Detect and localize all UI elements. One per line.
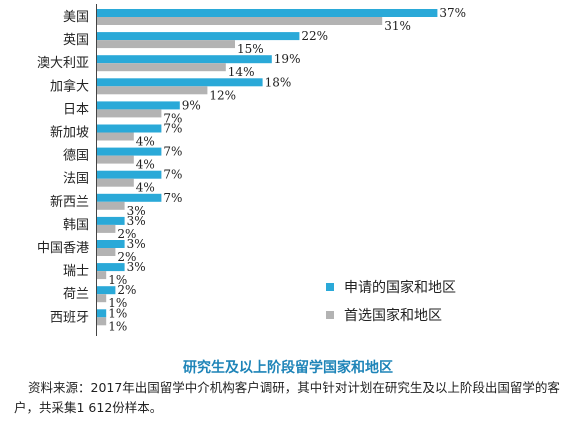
bar-applied [97, 170, 162, 179]
category-label: 法国 [63, 172, 89, 187]
value-label-applied: 3% [127, 260, 146, 274]
value-label-applied: 7% [163, 122, 182, 136]
category-label: 日本 [63, 102, 89, 117]
bar-preferred [97, 40, 235, 49]
value-label-preferred: 1% [108, 319, 127, 333]
value-label-applied: 2% [117, 283, 136, 297]
category-label: 瑞士 [63, 264, 89, 279]
value-label-applied: 37% [439, 6, 466, 20]
legend: 申请的国家和地区 首选国家和地区 [326, 273, 456, 329]
bar-applied [97, 9, 438, 17]
category-label: 荷兰 [63, 287, 89, 302]
value-label-preferred: 2% [117, 250, 136, 264]
legend-swatch-preferred [326, 311, 334, 319]
bar-preferred [97, 132, 134, 141]
value-label-preferred: 2% [117, 227, 136, 241]
bar-preferred [97, 17, 383, 25]
source-note: 资料来源：2017年出国留学中介机构客户调研，其中针对计划在研究生及以上阶段出国… [14, 380, 560, 415]
category-label: 加拿大 [50, 78, 89, 94]
category-label: 美国 [63, 10, 89, 25]
bar-applied [97, 309, 107, 318]
bar-preferred [97, 155, 134, 164]
bar-applied [97, 193, 162, 202]
bar-applied [97, 55, 272, 64]
bar-preferred [97, 271, 107, 280]
category-label: 英国 [63, 33, 89, 48]
bar-applied [97, 32, 300, 41]
value-label-applied: 22% [301, 29, 328, 43]
value-label-applied: 1% [108, 306, 127, 320]
value-label-preferred: 4% [136, 181, 155, 195]
bar-applied [97, 101, 180, 110]
value-label-applied: 19% [274, 52, 301, 66]
value-label-applied: 7% [163, 168, 182, 182]
legend-item-applied: 申请的国家和地区 [326, 273, 456, 301]
value-label-preferred: 14% [228, 65, 255, 79]
bar-applied [97, 124, 162, 133]
bar-preferred [97, 178, 134, 187]
value-label-preferred: 7% [163, 111, 182, 125]
bar-preferred [97, 63, 226, 72]
bars-group: 美国 37%31%英国 22%15%澳大利亚 19%14%加拿大 18%12%日本 9%7… [37, 6, 466, 333]
category-label: 新西兰 [50, 194, 89, 210]
legend-swatch-applied [326, 283, 334, 291]
value-label-applied: 18% [265, 75, 292, 89]
bar-preferred [97, 224, 116, 233]
bar-preferred [97, 294, 107, 303]
value-label-applied: 7% [163, 145, 182, 159]
legend-label-preferred: 首选国家和地区 [344, 308, 442, 324]
value-label-preferred: 12% [209, 88, 236, 102]
category-label: 澳大利亚 [37, 55, 89, 71]
value-label-preferred: 4% [136, 135, 155, 149]
bar-applied [97, 286, 116, 295]
value-label-applied: 9% [182, 98, 201, 112]
value-label-applied: 7% [163, 191, 182, 205]
bar-applied [97, 240, 125, 248]
legend-label-applied: 申请的国家和地区 [344, 280, 456, 296]
value-label-preferred: 3% [127, 204, 146, 218]
bar-applied [97, 78, 263, 87]
value-label-applied: 3% [127, 237, 146, 251]
bar-chart: 美国 37%31%英国 22%15%澳大利亚 19%14%加拿大 18%12%日本 9%7… [37, 4, 466, 336]
category-label: 西班牙 [50, 310, 89, 325]
value-label-preferred: 15% [237, 42, 264, 56]
bar-preferred [97, 86, 208, 95]
bar-applied [97, 216, 125, 225]
bar-applied [97, 147, 162, 156]
value-label-preferred: 4% [136, 158, 155, 172]
category-label: 德国 [63, 149, 89, 164]
bar-preferred [97, 317, 107, 326]
value-label-preferred: 1% [108, 296, 127, 310]
legend-item-preferred: 首选国家和地区 [326, 301, 456, 329]
chart-title: 研究生及以上阶段留学国家和地区 [183, 360, 393, 376]
bar-preferred [97, 248, 116, 256]
value-label-preferred: 31% [384, 19, 411, 33]
value-label-applied: 3% [127, 214, 146, 228]
bar-preferred [97, 201, 125, 210]
category-label: 中国香港 [37, 241, 89, 256]
category-label: 韩国 [63, 218, 89, 233]
bar-applied [97, 263, 125, 272]
category-label: 新加坡 [50, 125, 89, 141]
value-label-preferred: 1% [108, 273, 127, 287]
bar-preferred [97, 109, 162, 118]
